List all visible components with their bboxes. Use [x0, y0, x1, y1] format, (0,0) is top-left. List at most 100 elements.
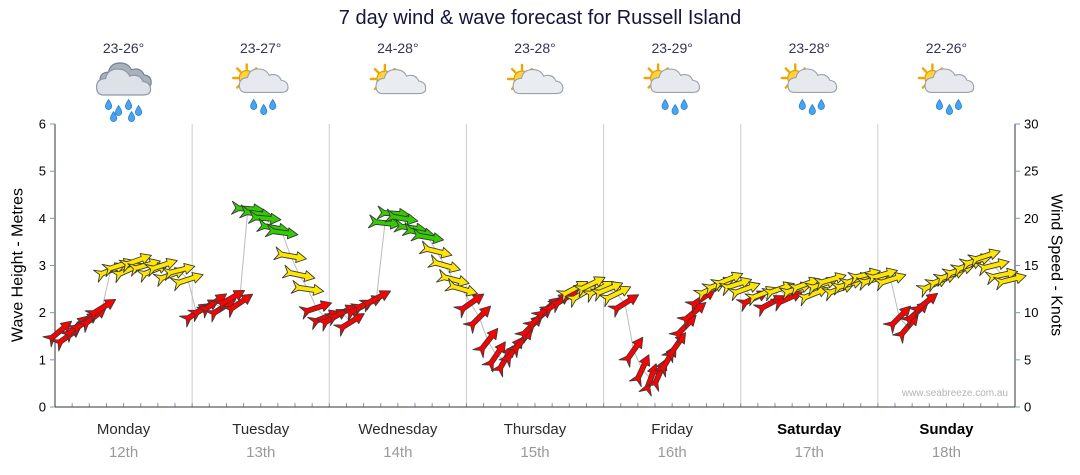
sun-ray [647, 67, 653, 73]
day-label: Wednesday [358, 421, 437, 438]
wind-arrow [638, 363, 659, 397]
raindrop [125, 98, 133, 110]
date-label: 15th [520, 444, 549, 461]
wind-arrow [813, 272, 847, 291]
wave-height-tick-label: 6 [39, 117, 46, 132]
cloud [238, 68, 289, 93]
raindrop [935, 98, 943, 110]
raindrop [661, 98, 669, 110]
temp-range: 23-28° [789, 40, 830, 56]
wind-arrow [967, 248, 1001, 268]
raindrop [135, 104, 143, 116]
weather-icon-sun-shower [917, 63, 975, 115]
date-label: 16th [658, 444, 687, 461]
wind-arrow [993, 272, 1027, 291]
wave-height-tick-label: 0 [39, 400, 46, 415]
wind-arrow [84, 298, 117, 323]
day-label: Saturday [777, 421, 842, 438]
wind-speed-tick-label: 10 [1024, 305, 1038, 320]
temp-range: 23-29° [651, 40, 692, 56]
day-label: Friday [651, 421, 693, 438]
wind-arrow [618, 336, 644, 368]
day-label: Tuesday [232, 421, 289, 438]
wind-arrow [298, 300, 333, 320]
wind-arrow [118, 253, 152, 273]
wave-height-tick-label: 5 [39, 164, 46, 179]
wind-speed-tick-label: 0 [1024, 400, 1031, 415]
wind-arrow [598, 285, 632, 308]
sun-ray [784, 67, 791, 73]
wind-arrow [628, 354, 651, 387]
raindrop [671, 103, 679, 115]
wind-arrow [161, 262, 196, 281]
cloud [95, 68, 152, 96]
temp-range: 22-26° [926, 40, 967, 56]
wind-arrow [710, 271, 744, 293]
temp-range: 23-27° [240, 40, 281, 56]
sun-ray [235, 67, 242, 73]
wind-arrow [472, 327, 499, 359]
sun-ray [510, 67, 517, 74]
weather-icon-sun-shower [643, 63, 700, 115]
wind-speed-tick-label: 15 [1024, 258, 1038, 273]
wind-arrow [264, 223, 299, 240]
wind-arrow [170, 272, 204, 292]
raindrop [954, 98, 962, 110]
wind-arrow [273, 246, 307, 264]
weather-icon-rain [95, 62, 152, 122]
wind-speed-tick-label: 5 [1024, 352, 1031, 367]
wave-height-tick-label: 2 [39, 305, 46, 320]
wind-arrow [367, 214, 402, 230]
wind-arrow [221, 293, 254, 318]
wind-arrow [213, 290, 246, 313]
temp-range: 23-26° [103, 40, 144, 56]
raindrop [110, 110, 118, 122]
weather-icon-sun-cloud [369, 63, 427, 95]
raindrop [798, 98, 806, 110]
wind-arrow [607, 294, 640, 318]
raindrop [260, 103, 268, 115]
wind-speed-tick-label: 30 [1024, 117, 1038, 132]
wind-connector-line [59, 208, 1011, 380]
wind-arrow [573, 276, 606, 298]
wave-height-tick-label: 3 [39, 258, 46, 273]
wind-arrow [907, 292, 939, 319]
temp-range: 24-28° [377, 40, 418, 56]
raindrop [105, 98, 113, 110]
raindrop [250, 98, 258, 110]
wave-height-tick-label: 4 [39, 211, 46, 226]
wind-arrow [481, 341, 506, 373]
wind-arrow [864, 267, 898, 287]
wind-speed-tick-label: 25 [1024, 164, 1038, 179]
raindrop [115, 104, 123, 116]
cloud [512, 69, 564, 95]
day-label: Sunday [919, 421, 974, 438]
wind-arrow [418, 240, 453, 259]
day-label: Monday [97, 421, 151, 438]
wind-speed-tick-label: 20 [1024, 211, 1038, 226]
wind-arrow [248, 209, 282, 225]
sun-ray [373, 67, 380, 74]
wind-arrow [453, 293, 485, 319]
wind-arrow [873, 272, 907, 292]
wind-arrow [42, 320, 73, 348]
cloud [650, 68, 700, 93]
cloud [375, 69, 427, 95]
date-label: 13th [246, 444, 275, 461]
wind-arrow [144, 257, 178, 278]
wind-arrow [718, 276, 753, 296]
wind-arrow [590, 281, 624, 302]
wind-arrow [444, 277, 478, 297]
weather-icon-sun-shower [232, 63, 289, 115]
wind-arrow [384, 208, 419, 226]
day-label: Thursday [504, 421, 567, 438]
raindrop [680, 98, 688, 110]
wind-arrow [882, 305, 912, 334]
raindrop [817, 98, 825, 110]
weather-icon-sun-shower [780, 63, 838, 115]
raindrop [945, 103, 953, 115]
wind-arrow [727, 281, 761, 302]
wave-height-tick-label: 1 [39, 352, 46, 367]
